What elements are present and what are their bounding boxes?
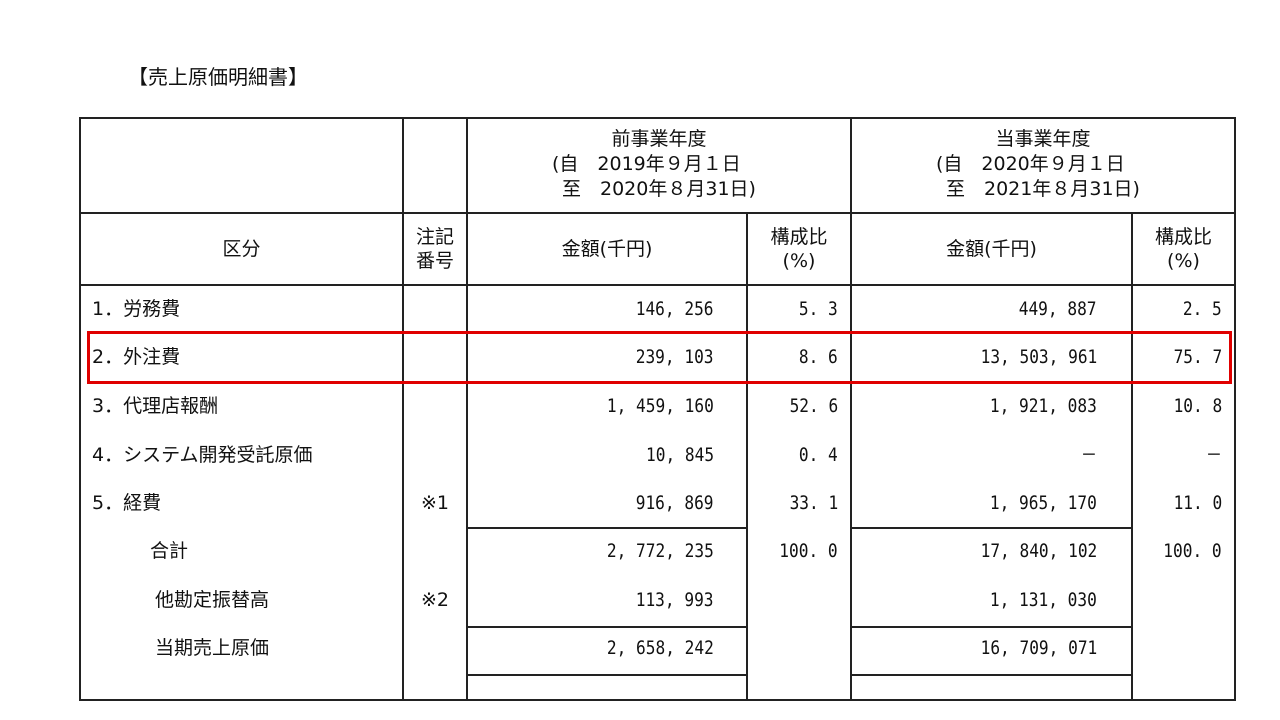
row-label: 3．代理店報酬 (92, 395, 219, 417)
header-curr-amount: 金額(千円) (946, 238, 1037, 260)
row-label: 1．労務費 (92, 298, 181, 320)
header-category: 区分 (222, 238, 261, 260)
header-prev-ratio: 構成比 (770, 226, 828, 248)
curr-period-from: (自 2020年９月１日 (936, 153, 1125, 175)
curr-amount: 16, 709, 071 (980, 637, 1097, 659)
row-label: 他勘定振替高 (155, 589, 270, 611)
curr-amount: 1, 131, 030 (990, 589, 1097, 611)
curr-amount: － (1080, 444, 1097, 466)
header-prev-ratio-2: (%) (782, 250, 816, 272)
header-note-no-2: 番号 (415, 250, 454, 272)
prev-ratio: 100. 0 (779, 540, 838, 562)
document-title: 【売上原価明細書】 (128, 65, 308, 89)
row-label: 当期売上原価 (155, 637, 270, 659)
prev-ratio: 5. 3 (799, 298, 838, 320)
curr-amount: 17, 840, 102 (980, 540, 1097, 562)
row-label: 5．経費 (92, 492, 162, 514)
prev-amount: 146, 256 (636, 298, 714, 320)
prev-amount: 916, 869 (636, 492, 714, 514)
row-label: 2．外注費 (92, 346, 181, 368)
curr-ratio: 10. 8 (1173, 395, 1222, 417)
prev-amount: 2, 772, 235 (607, 540, 714, 562)
prev-amount: 10, 845 (645, 444, 714, 466)
prev-ratio: 0. 4 (799, 444, 838, 466)
curr-ratio: 11. 0 (1173, 492, 1222, 514)
curr-ratio: 2. 5 (1183, 298, 1222, 320)
prev-period-label: 前事業年度 (611, 128, 707, 150)
note-number: ※2 (420, 589, 449, 611)
row-label: 4．システム開発受託原価 (92, 444, 313, 466)
curr-amount: 13, 503, 961 (980, 346, 1097, 368)
curr-period-to: 至 2021年８月31日) (946, 178, 1140, 200)
prev-amount: 113, 993 (636, 589, 714, 611)
prev-period-to: 至 2020年８月31日) (562, 178, 756, 200)
curr-ratio: 75. 7 (1173, 346, 1222, 368)
row-label: 合計 (150, 540, 189, 562)
prev-ratio: 8. 6 (799, 346, 838, 368)
curr-amount: 449, 887 (1019, 298, 1097, 320)
header-curr-ratio-2: (%) (1167, 250, 1200, 272)
prev-period-from: (自 2019年９月１日 (552, 153, 741, 175)
highlight-box (87, 331, 1232, 384)
curr-period-label: 当事業年度 (995, 128, 1091, 150)
prev-amount: 239, 103 (636, 346, 714, 368)
prev-ratio: 33. 1 (789, 492, 838, 514)
curr-amount: 1, 965, 170 (990, 492, 1097, 514)
prev-amount: 2, 658, 242 (607, 637, 714, 659)
header-note-no: 注記 (415, 226, 454, 248)
header-curr-ratio: 構成比 (1154, 226, 1212, 248)
curr-amount: 1, 921, 083 (990, 395, 1097, 417)
prev-ratio: 52. 6 (789, 395, 838, 417)
prev-amount: 1, 459, 160 (607, 395, 714, 417)
curr-ratio: － (1205, 444, 1222, 466)
note-number: ※1 (420, 492, 449, 514)
header-prev-amount: 金額(千円) (561, 238, 653, 260)
curr-ratio: 100. 0 (1163, 540, 1222, 562)
